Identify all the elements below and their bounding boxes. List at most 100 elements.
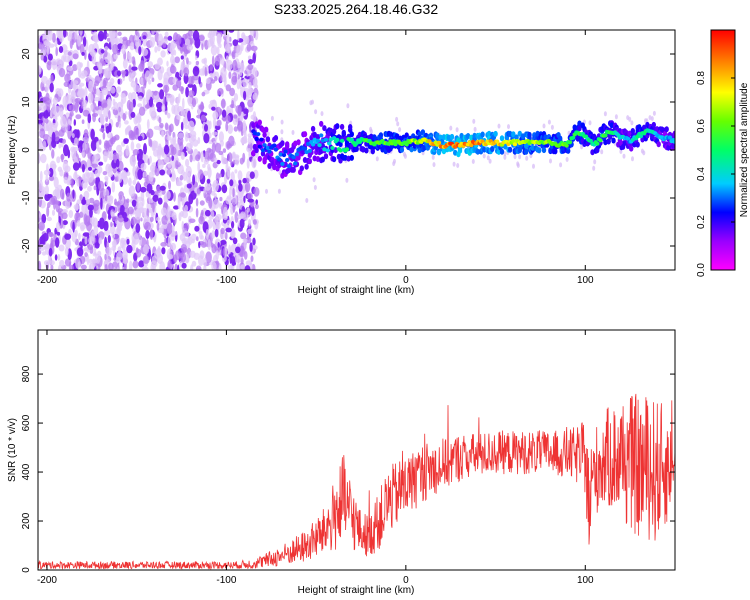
spectrogram-ridge-cell	[306, 141, 311, 146]
spectrogram-noise-cell	[60, 188, 65, 200]
spectrogram-noise-cell	[196, 236, 199, 242]
spectrogram-noise-cell	[244, 181, 251, 193]
spectrogram-noise-cell	[218, 150, 224, 156]
spectrogram-ridge-cell	[453, 144, 458, 149]
spectrogram-noise-cell	[204, 66, 207, 77]
spectrogram-noise-cell	[44, 185, 50, 195]
spectrogram-ridge-cell	[338, 148, 343, 153]
spectrogram-noise-cell	[161, 149, 165, 157]
spectrogram-noise-cell	[140, 186, 147, 193]
spectrogram-noise-cell	[38, 221, 45, 231]
spectrogram-noise-cell	[70, 146, 76, 153]
spectrogram-ridge-cell	[570, 135, 576, 140]
spectrogram-ridge-cell	[625, 136, 631, 141]
spectrogram-noise-cell	[113, 266, 116, 270]
spectrogram-noise-cell	[136, 143, 141, 149]
spectrogram-noise-cell	[644, 118, 647, 124]
spectrogram-noise-cell	[63, 176, 68, 184]
spectrogram-noise-cell	[109, 78, 115, 85]
spectrogram-noise-cell	[126, 198, 130, 204]
spectrogram-ridge-cell	[325, 148, 330, 153]
spectrogram-noise-cell	[41, 116, 45, 127]
spectrogram-noise-cell	[220, 56, 225, 66]
spectrogram-noise-cell	[203, 170, 208, 176]
spectrogram-band-cell	[566, 147, 571, 154]
spectrogram-noise-cell	[432, 162, 436, 168]
spectrogram-noise-cell	[83, 190, 90, 200]
spectrogram-band-cell	[348, 124, 353, 130]
spectrogram-noise-cell	[159, 122, 164, 129]
spectrogram-ridge-cell	[567, 140, 573, 145]
spectrogram-band-cell	[480, 131, 485, 138]
spectrogram-noise-cell	[211, 131, 218, 136]
spectrogram-noise-cell	[180, 192, 186, 198]
spectrogram-noise-cell	[251, 156, 257, 169]
spectrogram-noise-cell	[580, 144, 584, 150]
spectrogram-noise-cell	[51, 149, 55, 159]
spectrogram-noise-cell	[190, 264, 194, 270]
spectrogram-noise-cell	[215, 221, 221, 230]
spectrogram-noise-cell	[117, 31, 122, 36]
spectrogram-noise-cell	[57, 254, 61, 261]
spectrogram-noise-cell	[86, 198, 91, 205]
spectrogram-noise-cell	[472, 118, 476, 124]
spectrogram-noise-cell	[219, 108, 223, 115]
spectrogram-band-cell	[575, 135, 581, 142]
spectrogram-noise-cell	[106, 37, 111, 42]
spectrogram-noise-cell	[120, 93, 126, 99]
spectrogram-noise-cell	[81, 51, 85, 56]
spectrogram-noise-cell	[105, 246, 112, 257]
spectrogram-noise-cell	[166, 135, 172, 141]
spectrogram-noise-cell	[203, 187, 206, 194]
spectrogram-noise-cell	[133, 125, 139, 136]
spectrogram-noise-cell	[142, 152, 147, 163]
spectrogram-noise-cell	[207, 239, 211, 251]
spectrogram-noise-cell	[128, 130, 134, 139]
spectrogram-noise-cell	[149, 216, 154, 223]
spectrogram-band-cell	[499, 148, 505, 155]
spectrogram-noise-cell	[247, 55, 252, 61]
snr-x-tick-label: -100	[216, 575, 236, 586]
spectrogram-noise-cell	[180, 121, 184, 131]
spectrogram-noise-cell	[188, 90, 195, 98]
spectrogram-noise-cell	[55, 201, 60, 213]
spectrogram-noise-cell	[104, 264, 108, 270]
spectrogram-ridge-cell	[638, 134, 644, 139]
spectrogram-noise-cell	[55, 58, 62, 65]
spectrogram-noise-cell	[180, 243, 187, 253]
spectrogram-noise-cell	[94, 80, 100, 87]
spectrogram-noise-cell	[278, 170, 282, 175]
spectrogram-noise-cell	[239, 68, 243, 77]
spectrogram-noise-cell	[232, 201, 236, 213]
spectrogram-noise-cell	[187, 120, 195, 132]
spectrogram-noise-cell	[183, 67, 190, 77]
spectrogram-noise-cell	[82, 109, 90, 117]
spectrogram-noise-cell	[227, 170, 231, 178]
spectrogram-noise-cell	[206, 178, 211, 184]
spectrogram-band-cell	[323, 153, 329, 160]
spectrogram-noise-cell	[630, 120, 634, 126]
spectrogram-noise-cell	[57, 88, 64, 98]
spectrogram-ridge-cell	[281, 153, 287, 158]
spectrogram-noise-cell	[111, 136, 117, 143]
spectrogram-noise-cell	[312, 177, 316, 183]
spectrogram-noise-cell	[85, 173, 90, 177]
spectrogram-noise-cell	[217, 37, 222, 42]
spectrogram-noise-cell	[239, 218, 245, 229]
spectrogram-noise-cell	[132, 60, 136, 67]
spectrogram-noise-cell	[64, 165, 71, 173]
spectrogram-noise-cell	[209, 63, 213, 72]
spectrogram-noise-cell	[38, 51, 44, 56]
spectrogram-noise-cell	[137, 196, 143, 202]
spectrogram-band-cell	[260, 150, 266, 157]
spectrogram-noise-cell	[163, 144, 170, 155]
spectrogram-noise-cell	[95, 141, 100, 150]
spectrogram-noise-cell	[205, 78, 211, 84]
spectrogram-noise-cell	[164, 31, 169, 37]
spectrogram-noise-cell	[74, 30, 78, 40]
spectrogram-noise-cell	[207, 163, 211, 171]
spectrogram-noise-cell	[145, 230, 150, 239]
spectrogram-noise-cell	[143, 143, 147, 155]
spectrogram-noise-cell	[152, 201, 155, 213]
